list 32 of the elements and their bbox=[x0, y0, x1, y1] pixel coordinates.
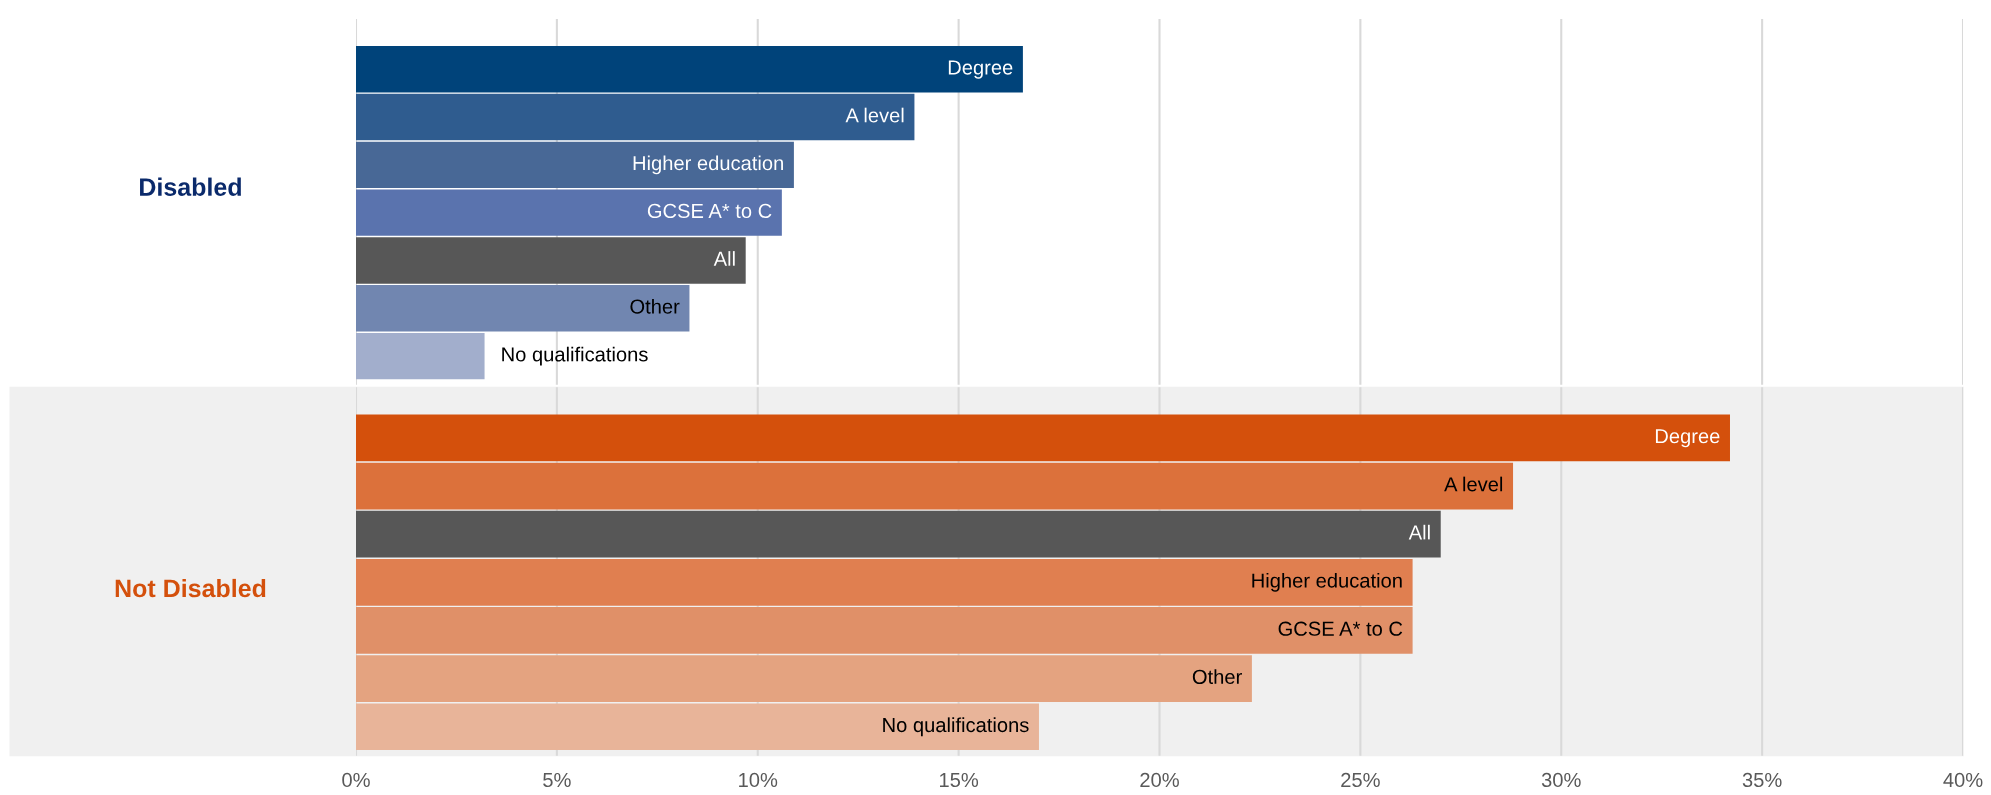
text: Disabled bbox=[140, 177, 241, 196]
category-label: GCSE A* to C bbox=[647, 203, 772, 219]
category-label: Higher education bbox=[633, 155, 783, 175]
bar bbox=[356, 703, 1039, 751]
x-tick-label: 35% bbox=[1742, 772, 1782, 788]
x-tick-label: 15% bbox=[940, 772, 979, 788]
x-tick-label: 25% bbox=[1341, 772, 1380, 788]
bar bbox=[356, 510, 1441, 558]
bar bbox=[356, 237, 746, 284]
text: Not Disabled bbox=[115, 578, 266, 598]
x-tick-label: 20% bbox=[1140, 772, 1179, 788]
x-tick-label: 40% bbox=[1943, 772, 1983, 788]
bar bbox=[356, 93, 915, 141]
x-tick-label: 5% bbox=[543, 772, 571, 788]
category-label: A level bbox=[845, 107, 904, 123]
category-label: Degree bbox=[948, 60, 1013, 79]
bar bbox=[356, 332, 485, 380]
x-tick-label: 0% bbox=[342, 772, 370, 788]
bar bbox=[356, 285, 690, 332]
bar bbox=[356, 607, 1413, 654]
bar bbox=[356, 655, 1252, 702]
bar bbox=[356, 462, 1514, 510]
bar bbox=[356, 46, 1023, 93]
category-label: All bbox=[713, 251, 735, 266]
bar bbox=[356, 141, 794, 189]
category-label: Other bbox=[630, 298, 680, 314]
bar bbox=[356, 414, 1730, 462]
x-tick-label: 30% bbox=[1541, 772, 1581, 788]
category-label: No qualifications bbox=[502, 346, 648, 366]
bar bbox=[356, 189, 782, 236]
x-tick-label: 10% bbox=[739, 772, 778, 788]
bar bbox=[356, 558, 1413, 606]
